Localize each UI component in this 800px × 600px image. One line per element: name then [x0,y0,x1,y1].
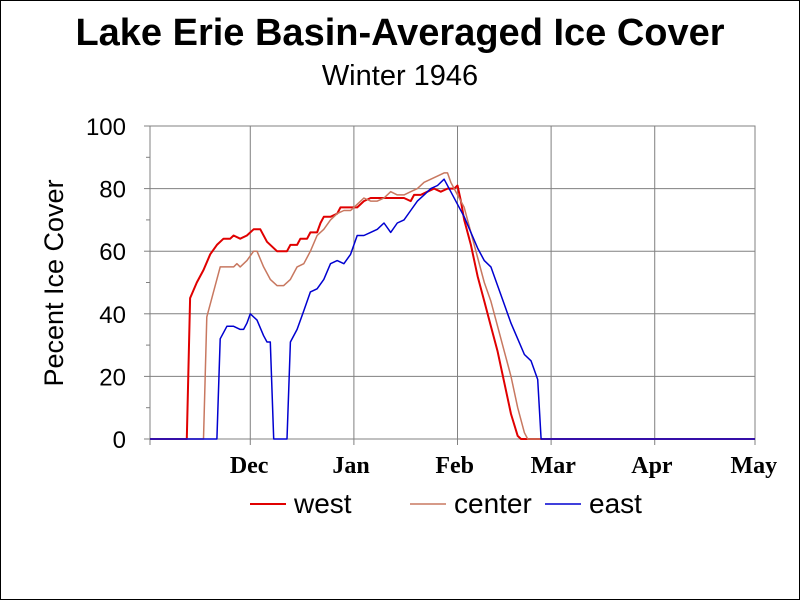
y-tick-label: 40 [99,302,126,329]
x-axis-tick-labels: Dec Jan Feb Mar Apr May [230,453,777,479]
legend-label-center: center [454,488,532,519]
series-lines [150,172,755,440]
y-tick-label: 0 [113,427,126,454]
x-tick-label: Jan [332,453,369,479]
series-line-center [150,172,755,440]
y-tick-label: 80 [99,177,126,204]
y-tick-label: 20 [99,364,126,391]
gridlines [150,126,755,439]
legend: west center east [250,488,642,519]
x-tick-label: Dec [230,453,269,479]
series-line-west [150,184,755,440]
y-tick-label: 100 [86,114,126,141]
legend-label-west: west [293,488,352,519]
y-tick-label: 60 [99,239,126,266]
axis-ticks [144,125,756,445]
y-axis-label: Pecent Ice Cover [39,179,69,386]
series-line-east [150,178,755,440]
y-axis-tick-labels: 0 20 40 60 80 100 [86,114,126,454]
x-tick-label: May [731,453,778,479]
legend-label-east: east [589,488,642,519]
chart-subtitle: Winter 1946 [321,60,479,92]
x-tick-label: Apr [631,453,673,479]
plot-area [149,125,756,440]
x-tick-label: Feb [435,453,474,479]
chart-title: Lake Erie Basin-Averaged Ice Cover [75,12,725,54]
x-tick-label: Mar [531,453,577,479]
